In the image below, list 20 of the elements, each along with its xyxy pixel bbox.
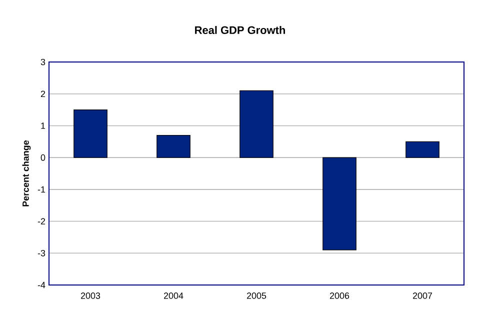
y-tick-label: 1 [41,122,46,129]
y-axis-title: Percent change [22,140,31,206]
x-tick-label: 2007 [412,292,432,299]
bar [74,109,108,158]
x-tick-label: 2005 [246,292,266,299]
bar [406,141,440,158]
x-tick-label: 2003 [80,292,100,299]
chart-title: Real GDP Growth [195,26,285,34]
y-tick-label: 0 [40,154,46,161]
y-tick-label: -2 [38,218,46,224]
y-tick-label: -4 [38,282,46,288]
bar [240,90,274,158]
y-tick-label: 3 [40,58,46,66]
y-tick-label: -1 [38,186,46,193]
y-tick-label: 2 [40,90,46,97]
bar [322,157,356,250]
y-tick-label: -3 [38,250,46,256]
x-tick-label: 2004 [164,292,184,299]
x-tick-label: 2006 [330,292,350,299]
bar [156,134,190,158]
